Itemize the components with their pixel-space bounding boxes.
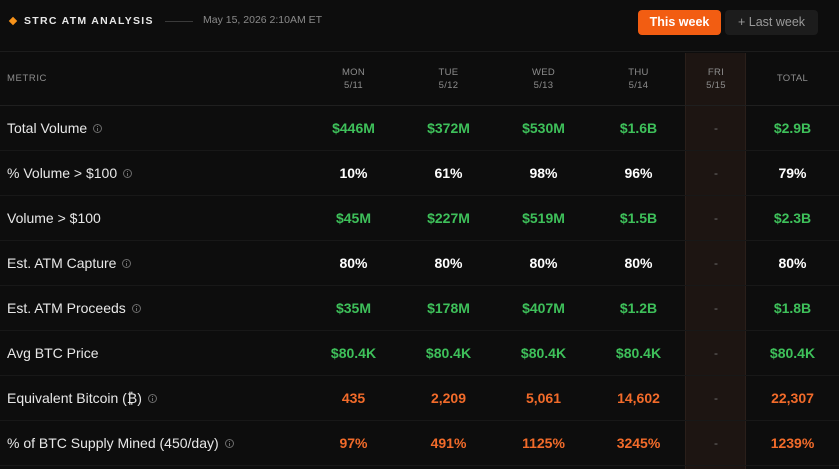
cell-thu: 14,602 <box>591 375 686 421</box>
cell-wed: $530M <box>496 105 591 151</box>
table-row: Volume > $100 $45M $227M $519M $1.5B - $2.3B <box>0 195 839 241</box>
cell-tue: $227M <box>401 195 496 241</box>
row-label: Est. ATM Proceeds <box>0 285 306 331</box>
row-label-text: % Volume > $100 <box>7 164 118 181</box>
info-icon[interactable] <box>122 258 132 268</box>
cell-total: $2.9B <box>746 105 839 151</box>
cell-mon: 80% <box>306 240 401 286</box>
cell-fri: - <box>686 375 746 421</box>
cell-tue: 2,209 <box>401 375 496 421</box>
row-label-text: Equivalent Bitcoin (₿) <box>7 389 142 406</box>
column-header-metric: METRIC <box>0 53 306 106</box>
cell-tue: 80% <box>401 240 496 286</box>
row-label: % of BTC Supply Mined (450/day) <box>0 420 306 466</box>
cell-thu: 80% <box>591 240 686 286</box>
header: STRC ATM ANALYSIS May 15, 2026 2:10AM ET… <box>0 0 839 52</box>
row-label-text: Volume > $100 <box>7 209 101 226</box>
table-row: Total Volume $446M $372M $530M $1.6B - $2.9B <box>0 105 839 151</box>
cell-wed: 5,061 <box>496 375 591 421</box>
cell-total: 22,307 <box>746 375 839 421</box>
info-icon[interactable] <box>147 393 157 403</box>
column-header-mon: MON 5/11 <box>306 53 401 106</box>
cell-tue: $80.4K <box>401 330 496 376</box>
table-row: Avg BTC Price $80.4K $80.4K $80.4K $80.4K - $8… <box>0 330 839 376</box>
week-toggle: This week + Last week <box>638 9 821 35</box>
row-label: % Volume > $100 <box>0 150 306 196</box>
cell-thu: $80.4K <box>591 330 686 376</box>
cell-thu: $1.2B <box>591 285 686 331</box>
cell-tue: 491% <box>401 420 496 466</box>
column-header-wed: WED 5/13 <box>496 53 591 106</box>
info-icon[interactable] <box>131 303 141 313</box>
cell-tue: $372M <box>401 105 496 151</box>
cell-wed: $407M <box>496 285 591 331</box>
cell-fri: - <box>686 240 746 286</box>
info-icon[interactable] <box>123 168 133 178</box>
row-label: Est. ATM Capture <box>0 240 306 286</box>
diamond-icon <box>8 16 18 26</box>
cell-mon: 97% <box>306 420 401 466</box>
column-header-total: TOTAL <box>746 53 839 106</box>
row-label-text: % of BTC Supply Mined (450/day) <box>7 434 219 451</box>
cell-wed: 98% <box>496 150 591 196</box>
column-header-thu: THU 5/14 <box>591 53 686 106</box>
cell-total: 80% <box>746 240 839 286</box>
cell-wed: 80% <box>496 240 591 286</box>
cell-fri: - <box>686 330 746 376</box>
column-header-tue: TUE 5/12 <box>401 53 496 106</box>
row-label-text: Avg BTC Price <box>7 344 99 361</box>
row-label-text: Est. ATM Proceeds <box>7 299 126 316</box>
table-row: Est. ATM Proceeds $35M $178M $407M $1.2B - $1.… <box>0 285 839 331</box>
table-row: Est. ATM Capture 80% 80% 80% 80% -80% <box>0 240 839 286</box>
cell-mon: $35M <box>306 285 401 331</box>
cell-fri: - <box>686 195 746 241</box>
cell-total: $80.4K <box>746 330 839 376</box>
row-label: Total Volume <box>0 105 306 151</box>
cell-tue: $178M <box>401 285 496 331</box>
cell-mon: $446M <box>306 105 401 151</box>
timestamp: May 15, 2026 2:10AM ET <box>203 14 323 26</box>
atm-analysis-table: METRIC MON 5/11 TUE 5/12 WED 5/13 THU 5/… <box>0 53 839 466</box>
cell-mon: 435 <box>306 375 401 421</box>
column-header-fri: FRI 5/15 <box>686 53 746 106</box>
page-title: STRC ATM ANALYSIS <box>24 15 154 27</box>
cell-thu: 3245% <box>591 420 686 466</box>
cell-mon: $45M <box>306 195 401 241</box>
header-divider <box>165 21 193 22</box>
cell-thu: 96% <box>591 150 686 196</box>
cell-fri: - <box>686 285 746 331</box>
row-label-text: Total Volume <box>7 119 88 136</box>
table-row: % Volume > $100 10% 61% 98% 96% -79% <box>0 150 839 196</box>
info-icon[interactable] <box>93 123 103 133</box>
cell-fri: - <box>686 105 746 151</box>
this-week-button[interactable]: This week <box>638 9 721 35</box>
cell-mon: $80.4K <box>306 330 401 376</box>
row-label: Equivalent Bitcoin (₿) <box>0 375 306 421</box>
cell-fri: - <box>686 420 746 466</box>
row-label: Volume > $100 <box>0 195 306 241</box>
table-row: Equivalent Bitcoin (₿) 435 2,209 5,061 14,60… <box>0 375 839 421</box>
table-row: % of BTC Supply Mined (450/day) 97% 491% 11… <box>0 420 839 466</box>
brand: STRC ATM ANALYSIS <box>8 14 154 28</box>
cell-mon: 10% <box>306 150 401 196</box>
cell-fri: - <box>686 150 746 196</box>
last-week-button[interactable]: + Last week <box>725 9 818 35</box>
cell-wed: 1125% <box>496 420 591 466</box>
cell-thu: $1.6B <box>591 105 686 151</box>
cell-total: $1.8B <box>746 285 839 331</box>
table-header-row: METRIC MON 5/11 TUE 5/12 WED 5/13 THU 5/… <box>0 53 839 106</box>
cell-total: 1239% <box>746 420 839 466</box>
cell-thu: $1.5B <box>591 195 686 241</box>
cell-tue: 61% <box>401 150 496 196</box>
cell-wed: $519M <box>496 195 591 241</box>
row-label-text: Est. ATM Capture <box>7 254 117 271</box>
cell-total: $2.3B <box>746 195 839 241</box>
cell-wed: $80.4K <box>496 330 591 376</box>
info-icon[interactable] <box>224 438 234 448</box>
cell-total: 79% <box>746 150 839 196</box>
row-label: Avg BTC Price <box>0 330 306 376</box>
